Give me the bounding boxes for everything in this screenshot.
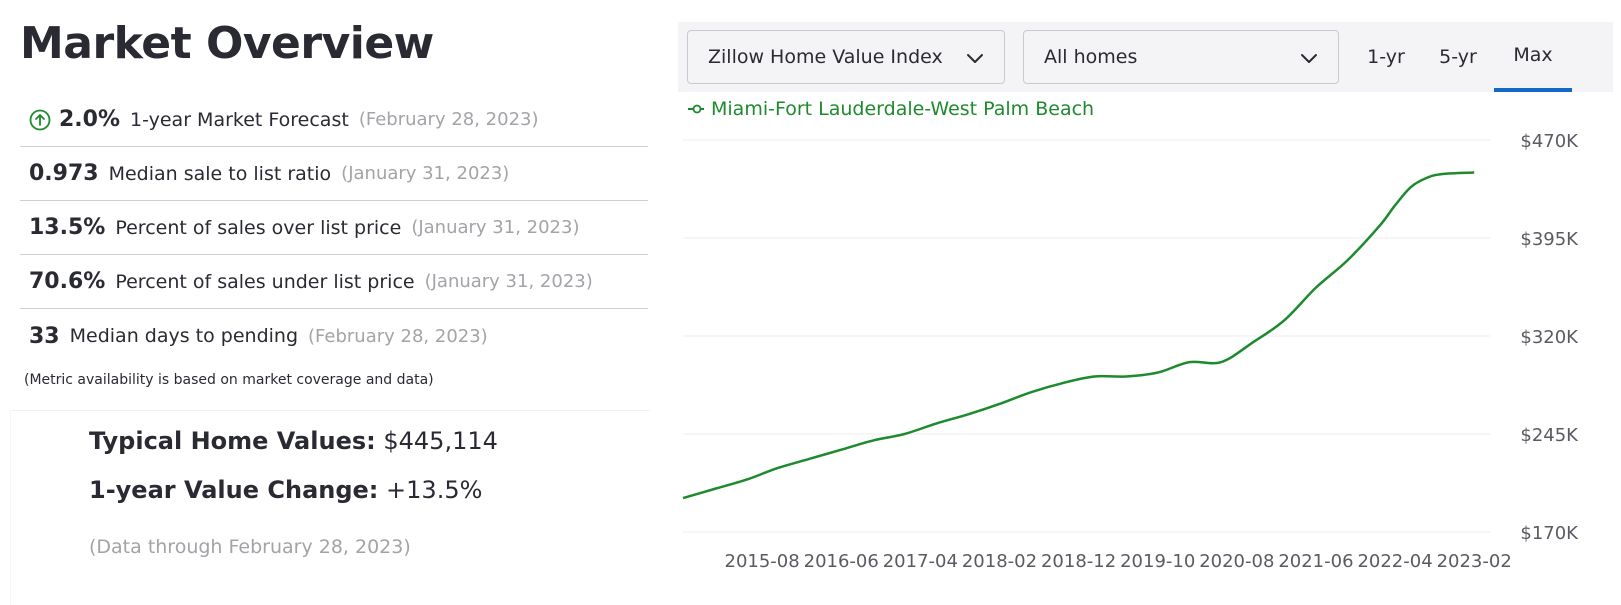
typical-home-values-value: $445,114 bbox=[383, 427, 498, 455]
metric-over-list: 13.5% Percent of sales over list price (… bbox=[20, 201, 648, 255]
y-tick-label: $245K bbox=[1520, 425, 1579, 446]
y-tick-label: $395K bbox=[1520, 229, 1579, 250]
market-overview-panel: Market Overview 2.0% 1-year Market Forec… bbox=[0, 0, 660, 605]
metric-date: (January 31, 2023) bbox=[411, 217, 580, 238]
metric-value: 2.0% bbox=[59, 107, 121, 132]
range-tab-5yr[interactable]: 5-yr bbox=[1439, 46, 1477, 68]
x-tick-label: 2018-02 bbox=[962, 551, 1037, 572]
chevron-down-icon bbox=[967, 54, 983, 63]
chart-legend: Miami-Fort Lauderdale-West Palm Beach bbox=[688, 98, 1094, 120]
metric-date: (February 28, 2023) bbox=[358, 109, 539, 130]
metric-date: (February 28, 2023) bbox=[308, 325, 488, 347]
home-type-select[interactable]: All homes bbox=[1023, 30, 1339, 84]
y-tick-label: $470K bbox=[1520, 131, 1579, 152]
x-tick-label: 2021-06 bbox=[1278, 551, 1353, 572]
metric-value: 0.973 bbox=[29, 161, 99, 186]
metric-label: Percent of sales over list price bbox=[115, 216, 402, 239]
metric-forecast: 2.0% 1-year Market Forecast (February 28… bbox=[20, 93, 648, 147]
metric-availability-note: (Metric availability is based on market … bbox=[24, 372, 434, 388]
page-title: Market Overview bbox=[20, 18, 434, 69]
metric-value: 13.5% bbox=[29, 215, 106, 240]
y-tick-label: $320K bbox=[1520, 327, 1579, 348]
value-change-value: +13.5% bbox=[386, 476, 483, 504]
chart-panel: Zillow Home Value Index All homes 1-yr 5… bbox=[678, 22, 1621, 605]
y-tick-label: $170K bbox=[1520, 523, 1579, 544]
metric-date: (January 31, 2023) bbox=[424, 271, 593, 292]
x-tick-label: 2016-06 bbox=[804, 551, 879, 572]
legend-series-name: Miami-Fort Lauderdale-West Palm Beach bbox=[711, 98, 1095, 120]
legend-line-marker-icon bbox=[688, 104, 704, 114]
x-tick-label: 2022-04 bbox=[1357, 551, 1432, 572]
arrow-up-circle-icon bbox=[29, 109, 51, 131]
value-change-label: 1-year Value Change: bbox=[89, 476, 379, 504]
metric-value: 70.6% bbox=[29, 269, 106, 294]
x-tick-label: 2020-08 bbox=[1199, 551, 1274, 572]
range-tab-max[interactable]: Max bbox=[1494, 22, 1572, 92]
chart-toolbar: Zillow Home Value Index All homes 1-yr 5… bbox=[678, 22, 1613, 92]
range-tab-1yr[interactable]: 1-yr bbox=[1367, 46, 1405, 68]
metric-label: Percent of sales under list price bbox=[115, 270, 415, 293]
x-tick-label: 2017-04 bbox=[883, 551, 958, 572]
metric-under-list: 70.6% Percent of sales under list price … bbox=[20, 255, 648, 309]
metric-label: Median sale to list ratio bbox=[108, 162, 332, 185]
metric-value: 33 bbox=[29, 323, 60, 349]
value-change: 1-year Value Change: +13.5% bbox=[89, 476, 482, 504]
index-select-value: Zillow Home Value Index bbox=[708, 46, 943, 68]
metrics-list: 2.0% 1-year Market Forecast (February 28… bbox=[20, 93, 648, 363]
series-line bbox=[682, 171, 1475, 500]
index-select[interactable]: Zillow Home Value Index bbox=[687, 30, 1005, 84]
home-type-select-value: All homes bbox=[1044, 46, 1138, 68]
metric-sale-to-list: 0.973 Median sale to list ratio (January… bbox=[20, 147, 648, 201]
chevron-down-icon bbox=[1301, 54, 1317, 63]
typical-home-values-label: Typical Home Values: bbox=[89, 427, 376, 455]
metric-label: Median days to pending bbox=[69, 325, 299, 347]
x-tick-label: 2015-08 bbox=[725, 551, 800, 572]
metric-date: (January 31, 2023) bbox=[341, 163, 510, 184]
metric-label: 1-year Market Forecast bbox=[130, 108, 349, 131]
home-value-summary: Typical Home Values: $445,114 1-year Val… bbox=[10, 410, 650, 605]
x-tick-label: 2018-12 bbox=[1041, 551, 1116, 572]
x-tick-label: 2019-10 bbox=[1120, 551, 1195, 572]
data-through-note: (Data through February 28, 2023) bbox=[89, 536, 411, 558]
metric-days-to-pending: 33 Median days to pending (February 28, … bbox=[20, 309, 648, 363]
x-tick-label: 2023-02 bbox=[1437, 551, 1512, 572]
typical-home-values: Typical Home Values: $445,114 bbox=[89, 427, 498, 455]
